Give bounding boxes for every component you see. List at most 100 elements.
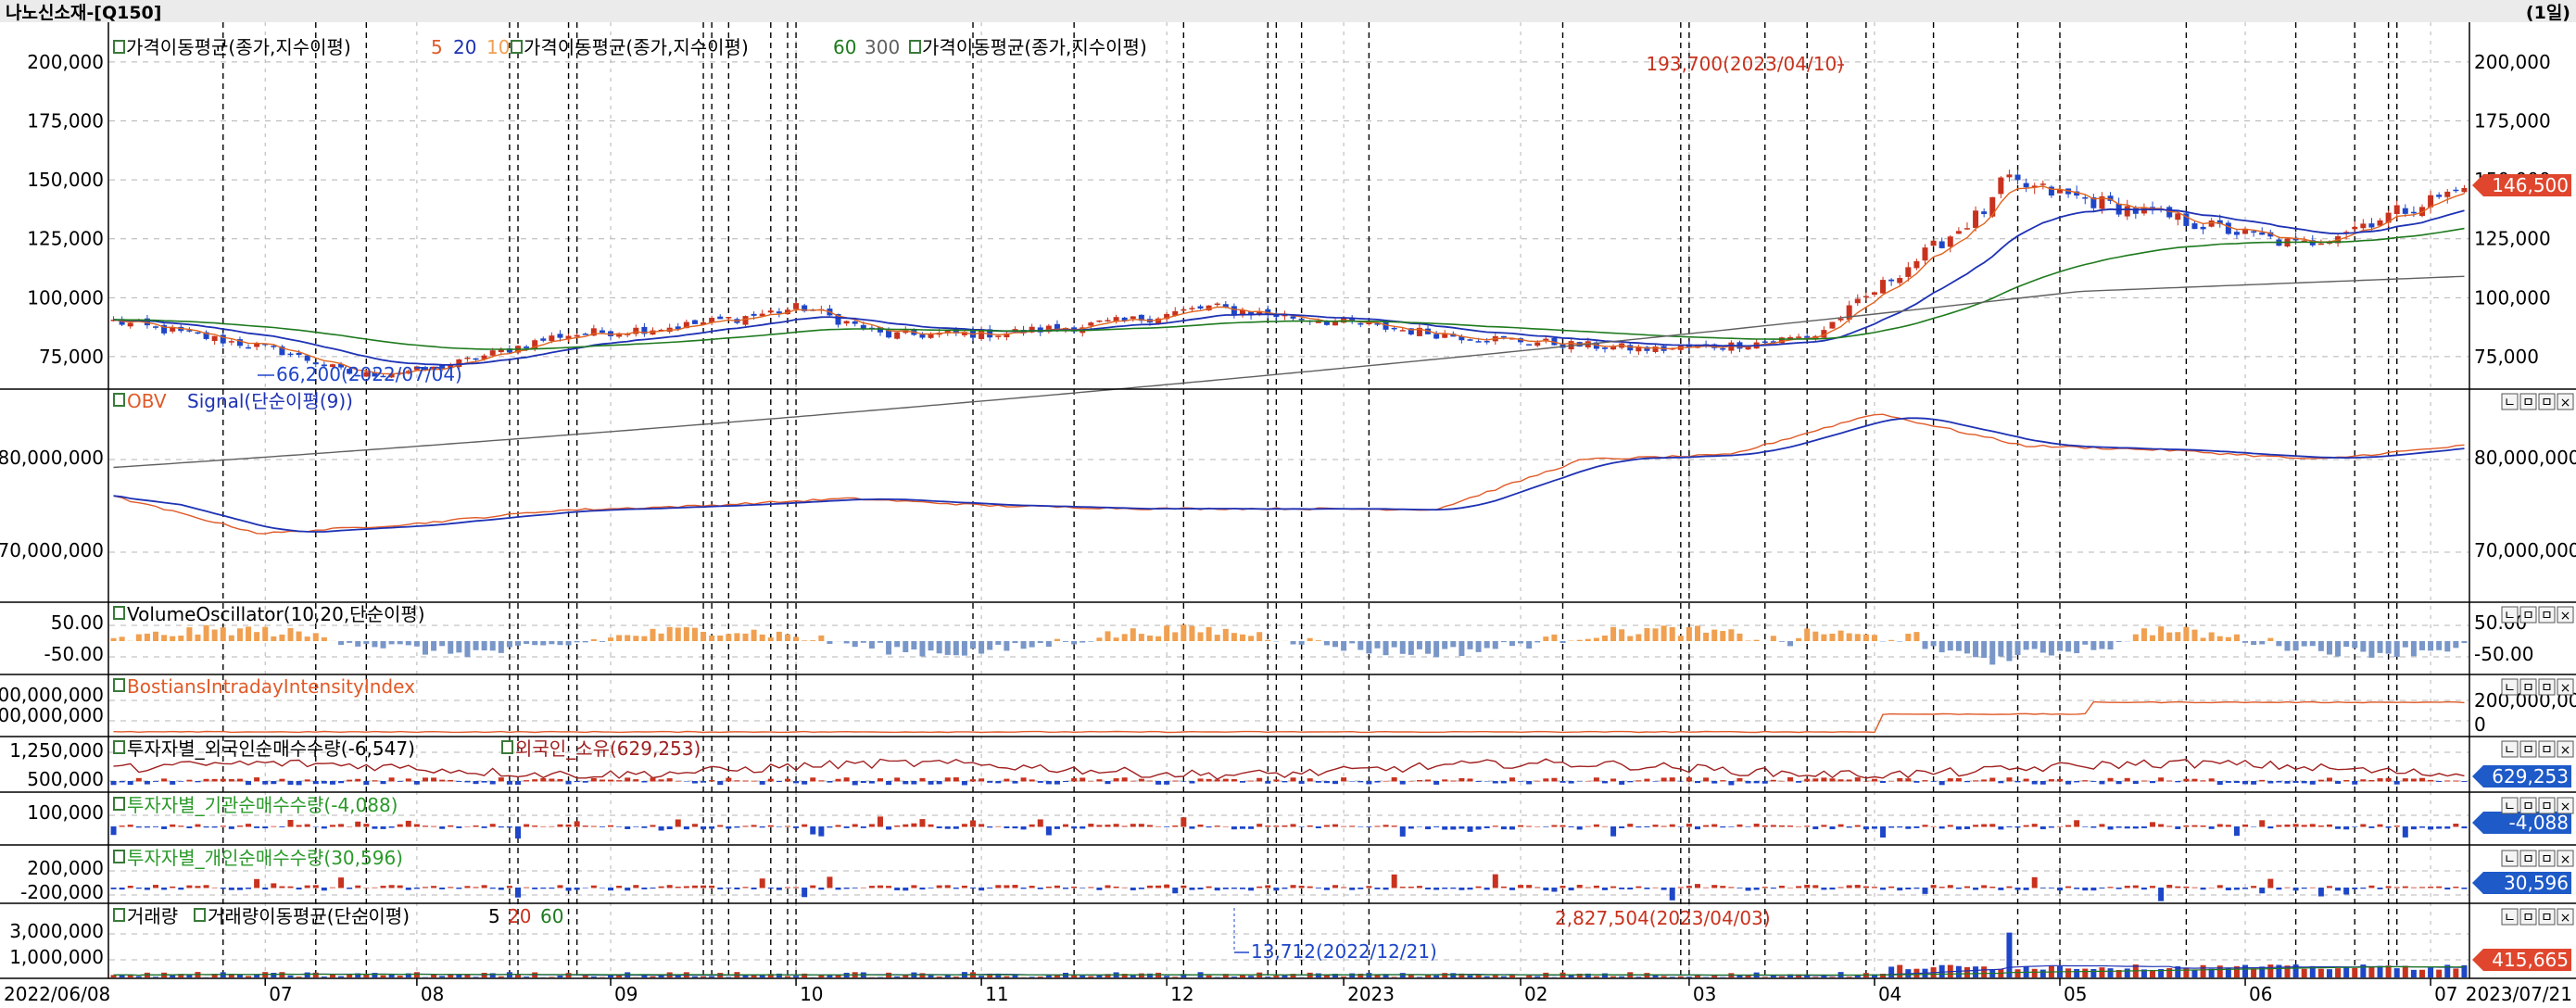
inst-bar <box>1315 826 1321 829</box>
foreign-bar <box>827 781 833 783</box>
legend-checkbox-icon[interactable] <box>113 740 125 754</box>
inst-bar <box>1500 826 1507 830</box>
volume-bar <box>464 975 471 977</box>
vo-bar <box>119 636 125 641</box>
candle-body <box>1998 177 2004 195</box>
candle-body <box>1804 335 1811 338</box>
vo-bar <box>549 641 555 645</box>
panel-control-button <box>2557 606 2574 624</box>
indiv-bar <box>2115 888 2122 889</box>
foreign-bar <box>574 781 580 783</box>
candle-body <box>1484 341 1490 343</box>
legend-checkbox-icon[interactable] <box>113 40 125 54</box>
legend-checkbox-icon[interactable] <box>113 393 125 407</box>
candle-body <box>1526 344 1533 346</box>
legend-checkbox-icon[interactable] <box>113 850 125 863</box>
foreign-bar <box>2393 781 2400 785</box>
candle-body <box>413 366 420 371</box>
inst-bar <box>1197 825 1204 827</box>
indiv-bar <box>1366 886 1372 888</box>
foreign-bar <box>515 781 522 785</box>
candle-body <box>2082 196 2089 199</box>
foreign-bar <box>2175 781 2181 783</box>
legend-checkbox-icon[interactable] <box>511 40 523 54</box>
indiv-bar <box>776 888 782 890</box>
candle-body <box>2402 208 2408 214</box>
indiv-bar <box>473 887 479 888</box>
candle-body <box>296 352 302 356</box>
volume-legend[interactable]: 거래량 거래량이동평균(단순이평) 5 20 60 <box>113 905 563 927</box>
inst-bar <box>1323 825 1330 827</box>
inst-bar <box>2385 826 2392 828</box>
indiv-bar <box>565 888 572 891</box>
foreign-bar <box>439 779 446 782</box>
candle-body <box>751 313 757 316</box>
legend-checkbox-icon[interactable] <box>909 40 921 54</box>
candle-body <box>1037 327 1043 333</box>
inst-bar <box>1804 825 1811 827</box>
inst-bar <box>2377 824 2383 827</box>
bii-tick-right: 0 <box>2474 713 2486 736</box>
indiv-bar <box>1323 888 1330 890</box>
inst-bar <box>1088 824 1094 827</box>
inst-bar <box>2259 820 2266 827</box>
vo-bar <box>936 641 942 654</box>
foreign-bar <box>1871 778 1877 782</box>
legend-foreign-hold: 외국인_소유(629,253) <box>515 737 701 760</box>
inst-bar <box>574 821 580 827</box>
legend-ma-label-2: 가격이동평균(종가,지수이평) <box>524 36 749 58</box>
foreign-bar <box>759 781 765 785</box>
indiv-legend[interactable]: 투자자별_개인순매수수량(30,596) <box>113 847 403 869</box>
candle-body <box>1854 298 1861 304</box>
inst-bar <box>1416 826 1422 827</box>
candle-body <box>524 346 530 348</box>
legend-checkbox-icon[interactable] <box>501 740 513 754</box>
foreign-bar <box>860 781 866 784</box>
price-legend[interactable]: 가격이동평균(종가,지수이평) 5 20 10 가격이동평균(종가,지수이평) … <box>113 36 1147 58</box>
vo-bar <box>540 641 547 646</box>
volume-bar <box>355 973 361 977</box>
foreign-bar <box>1695 781 1701 784</box>
legend-checkbox-icon[interactable] <box>194 908 206 922</box>
obv-legend[interactable]: OBV Signal(단순이평(9)) <box>113 390 353 412</box>
vo-bar <box>2360 641 2367 652</box>
candle-body <box>683 321 689 329</box>
inst-bar <box>1349 825 1356 827</box>
candle-body <box>1500 335 1507 338</box>
candle-body <box>1323 321 1330 325</box>
foreign-bar <box>1433 781 1440 785</box>
indiv-bar <box>1416 886 1422 888</box>
foreign-legend[interactable]: 투자자별_외국인순매수수량(-6,547) 외국인_소유(629,253) <box>113 737 701 760</box>
inst-legend[interactable]: 투자자별_기관순매수수량(-4,088) <box>113 794 398 816</box>
candle-body <box>380 375 386 378</box>
volume-bar <box>641 974 648 977</box>
vo-legend[interactable]: VolumeOscillator(10,20,단순이평) <box>113 603 425 625</box>
volume-bar <box>1888 966 1895 977</box>
indiv-bar <box>1273 888 1280 891</box>
vo-bar <box>2444 641 2451 652</box>
candle-body <box>347 369 353 374</box>
candle-body <box>161 324 168 334</box>
inst-bar <box>979 824 985 827</box>
bii-legend[interactable]: BostiansIntradayIntensityIndex <box>113 675 415 698</box>
indiv-bar <box>1778 885 1785 888</box>
legend-checkbox-icon[interactable] <box>113 678 125 692</box>
inst-bar <box>1762 825 1768 827</box>
inst-bar <box>1973 825 1979 827</box>
legend-checkbox-icon[interactable] <box>113 797 125 811</box>
indiv-bar <box>2453 887 2459 888</box>
vo-bar <box>2140 628 2147 641</box>
foreign-tick-left: 1,250,000 <box>9 739 104 762</box>
inst-bar <box>211 826 218 828</box>
obv-tick-left: 70,000,000 <box>0 539 104 561</box>
candle-body <box>835 313 841 325</box>
legend-checkbox-icon[interactable] <box>113 606 125 620</box>
indiv-bar <box>1821 888 1827 890</box>
candle-body <box>1214 303 1220 306</box>
candle-body <box>1298 318 1305 321</box>
legend-checkbox-icon[interactable] <box>113 908 125 922</box>
panel-control-glyph: × <box>2560 396 2571 410</box>
volume-bar <box>515 975 522 977</box>
